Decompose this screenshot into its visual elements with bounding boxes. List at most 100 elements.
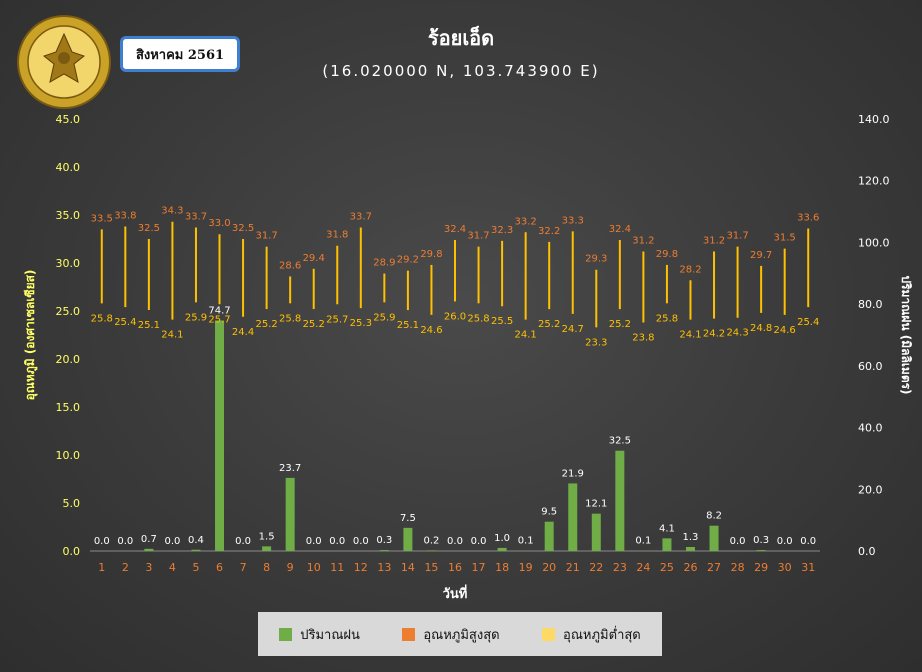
rain-bar: [191, 549, 201, 551]
rain-bar: [144, 548, 154, 551]
x-tick-label: 31: [801, 561, 815, 574]
legend-swatch-max-temp: [402, 627, 416, 641]
rain-value-label: 0.1: [635, 536, 651, 547]
date-badge: สิงหาคม 2561: [120, 36, 240, 72]
min-temp-label: 24.1: [161, 330, 183, 341]
rain-bar: [756, 550, 766, 551]
max-temp-label: 33.7: [185, 211, 207, 222]
min-temp-label: 24.2: [703, 329, 725, 340]
max-temp-label: 32.5: [138, 223, 160, 234]
x-tick-label: 12: [354, 561, 368, 574]
min-temp-label: 25.7: [208, 314, 230, 325]
rain-value-label: 0.0: [471, 536, 487, 547]
rain-value-label: 9.5: [541, 507, 557, 518]
max-temp-label: 29.4: [303, 253, 325, 264]
x-tick-label: 30: [778, 561, 792, 574]
max-temp-label: 31.5: [774, 233, 796, 244]
max-temp-label: 31.2: [632, 235, 654, 246]
x-tick-label: 7: [240, 561, 247, 574]
min-temp-label: 23.3: [585, 337, 607, 348]
max-temp-label: 32.4: [609, 224, 631, 235]
y-right-tick-label: 140.0: [858, 113, 890, 126]
y-right-axis-title: ปริมาณฝน (มิลลิเมตร): [899, 275, 913, 394]
x-tick-label: 24: [636, 561, 650, 574]
x-tick-label: 27: [707, 561, 721, 574]
x-tick-label: 4: [169, 561, 176, 574]
rain-value-label: 21.9: [562, 468, 584, 479]
rain-value-label: 0.0: [353, 536, 369, 547]
max-temp-label: 31.7: [255, 231, 277, 242]
max-temp-label: 33.6: [797, 212, 819, 223]
x-tick-label: 20: [542, 561, 556, 574]
x-tick-label: 22: [589, 561, 603, 574]
rain-value-label: 0.4: [188, 535, 204, 546]
min-temp-label: 25.8: [467, 313, 489, 324]
legend-swatch-rain: [279, 627, 293, 641]
rain-value-label: 74.7: [208, 305, 230, 316]
min-temp-label: 25.8: [91, 313, 113, 324]
y-right-tick-label: 20.0: [858, 483, 883, 496]
max-temp-label: 34.3: [161, 206, 183, 217]
x-tick-label: 1: [98, 561, 105, 574]
rain-value-label: 0.0: [800, 536, 816, 547]
min-temp-label: 25.2: [609, 319, 631, 330]
rain-value-label: 23.7: [279, 463, 301, 474]
rain-bar: [662, 538, 672, 551]
min-temp-label: 25.8: [656, 313, 678, 324]
y-left-tick-label: 5.0: [63, 497, 81, 510]
x-tick-label: 11: [330, 561, 344, 574]
rain-value-label: 1.3: [683, 532, 699, 543]
legend-label-min-temp: อุณหภูมิต่ำสุด: [563, 627, 641, 643]
min-temp-label: 25.9: [373, 312, 395, 323]
x-tick-label: 29: [754, 561, 768, 574]
max-temp-label: 28.2: [679, 264, 701, 275]
rain-value-label: 0.2: [423, 535, 439, 546]
y-right-tick-label: 80.0: [858, 298, 883, 311]
rain-value-label: 0.0: [94, 536, 110, 547]
x-tick-label: 26: [683, 561, 697, 574]
min-temp-label: 25.3: [350, 318, 372, 329]
legend-label-rain: ปริมาณฝน: [300, 627, 360, 643]
y-right-tick-label: 100.0: [858, 236, 890, 249]
min-temp-label: 24.7: [562, 324, 584, 335]
max-temp-label: 33.2: [515, 216, 537, 227]
x-tick-label: 15: [424, 561, 438, 574]
min-temp-label: 25.7: [326, 314, 348, 325]
min-temp-label: 25.1: [138, 320, 160, 331]
max-temp-label: 29.8: [656, 249, 678, 260]
rain-value-label: 12.1: [585, 499, 607, 510]
max-temp-label: 31.7: [726, 231, 748, 242]
min-temp-label: 26.0: [444, 311, 466, 322]
y-left-tick-label: 45.0: [56, 113, 81, 126]
rain-value-label: 0.0: [117, 536, 133, 547]
min-temp-label: 24.6: [420, 325, 442, 336]
rain-value-label: 0.7: [141, 534, 157, 545]
rain-bar: [285, 477, 295, 551]
legend-item-min-temp: อุณหภูมิต่ำสุด: [542, 624, 641, 645]
max-temp-label: 32.5: [232, 223, 254, 234]
rain-value-label: 8.2: [706, 511, 722, 522]
max-temp-label: 33.0: [208, 218, 230, 229]
x-tick-label: 8: [263, 561, 270, 574]
rain-value-label: 0.3: [376, 535, 392, 546]
chart-title: ร้อยเอ็ด: [427, 26, 495, 50]
x-axis-title: วันที่: [443, 584, 468, 602]
rain-bar: [426, 550, 436, 551]
min-temp-label: 24.6: [774, 325, 796, 336]
rain-bar: [709, 525, 719, 551]
rain-bar: [615, 450, 625, 551]
max-temp-label: 32.4: [444, 224, 466, 235]
min-temp-label: 25.2: [255, 319, 277, 330]
min-temp-label: 24.8: [750, 323, 772, 334]
min-temp-label: 25.2: [303, 319, 325, 330]
rain-value-label: 4.1: [659, 523, 675, 534]
y-left-tick-label: 30.0: [56, 257, 81, 270]
chart-subtitle: (16.020000 N, 103.743900 E): [322, 62, 600, 80]
max-temp-label: 31.2: [703, 235, 725, 246]
max-temp-label: 28.6: [279, 260, 301, 271]
x-tick-label: 14: [401, 561, 415, 574]
y-right-tick-label: 120.0: [858, 175, 890, 188]
rain-value-label: 0.0: [235, 536, 251, 547]
